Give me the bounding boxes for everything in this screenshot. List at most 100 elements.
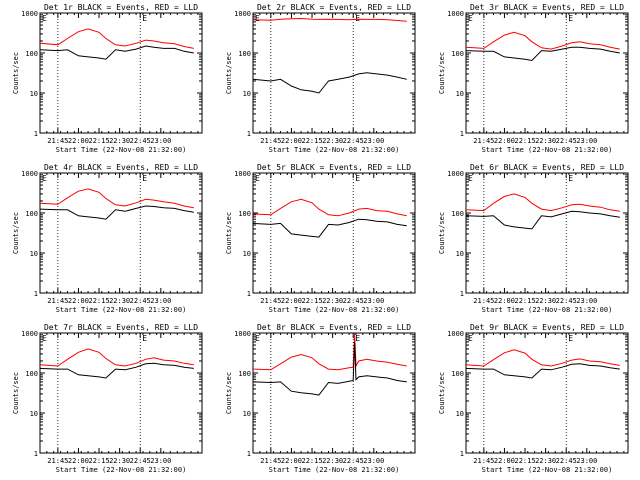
x-tick-label: 21:45 [47,297,68,305]
x-tick-label: 22:45 [556,457,577,465]
y-tick-label: 1000 [447,330,464,338]
marker-label-left: E [468,174,473,183]
marker-label-right: E [142,14,147,23]
y-axis-label: Counts/sec [12,372,20,414]
x-tick-label: 22:30 [322,297,343,305]
y-tick-label: 1000 [447,170,464,178]
series-line-black [39,362,194,379]
x-tick-label: 23:00 [576,137,597,145]
y-axis-label: Counts/sec [12,52,20,94]
x-axis-label: Start Time (22-Nov-08 21:32:00) [482,146,613,154]
y-tick-label: 1000 [234,170,251,178]
y-tick-label: 1000 [234,330,251,338]
y-tick-label: 1 [247,130,251,138]
y-tick-label: 100 [25,370,38,378]
y-tick-label: 100 [238,50,251,58]
panel-title: Det 8r BLACK = Events, RED = LLD [257,323,411,332]
x-tick-label: 21:45 [473,137,494,145]
x-tick-label: 23:00 [363,457,384,465]
series-line-red [465,31,620,50]
marker-label-right: E [142,334,147,343]
x-tick-label: 22:45 [343,297,364,305]
x-axis-label: Start Time (22-Nov-08 21:32:00) [269,146,400,154]
x-tick-label: 21:45 [473,457,494,465]
panel-title: Det 3r BLACK = Events, RED = LLD [470,3,624,12]
marker-label-right: E [568,334,573,343]
marker-label-left: E [255,174,260,183]
marker-label-left: E [42,174,47,183]
y-axis-label: Counts/sec [12,212,20,254]
x-tick-label: 22:30 [535,137,556,145]
x-tick-label: 22:45 [556,297,577,305]
marker-label-right: E [142,174,147,183]
series-line-black [252,341,407,396]
detector-panel-5: Det 5r BLACK = Events, RED = LLD 1 10 100 10… [225,163,416,314]
panel-title: Det 6r BLACK = Events, RED = LLD [470,163,624,172]
series-line-black [465,210,620,230]
series-line-black [252,218,407,238]
series-line-red [39,28,194,49]
x-tick-label: 22:00 [494,297,515,305]
x-tick-label: 21:45 [260,297,281,305]
x-tick-label: 22:45 [556,137,577,145]
marker-label-right: E [355,334,360,343]
x-tick-label: 22:15 [88,137,109,145]
plot-frame [252,12,416,134]
x-tick-label: 23:00 [150,457,171,465]
marker-label-left: E [468,334,473,343]
marker-label-left: E [255,14,260,23]
y-tick-label: 1000 [21,170,38,178]
x-tick-label: 22:45 [130,137,151,145]
y-axis-label: Counts/sec [225,212,233,254]
y-tick-label: 100 [238,370,251,378]
plot-frame [252,332,416,454]
y-tick-label: 1 [460,130,464,138]
y-axis-label: Counts/sec [225,372,233,414]
y-tick-label: 100 [25,50,38,58]
y-tick-label: 1 [34,130,38,138]
series-line-black [39,45,194,60]
x-tick-label: 22:00 [281,297,302,305]
x-tick-label: 22:30 [109,457,130,465]
x-tick-label: 23:00 [576,457,597,465]
x-tick-label: 22:00 [68,457,89,465]
y-tick-label: 1000 [21,10,38,18]
panel-title: Det 9r BLACK = Events, RED = LLD [470,323,624,332]
x-tick-label: 22:45 [343,137,364,145]
x-axis-label: Start Time (22-Nov-08 21:32:00) [269,466,400,474]
y-tick-label: 1000 [234,10,251,18]
marker-label-left: E [468,14,473,23]
plot-frame [252,172,416,294]
y-axis-label: Counts/sec [225,52,233,94]
y-tick-label: 10 [456,410,464,418]
y-tick-label: 1 [460,450,464,458]
y-axis-label: Counts/sec [438,212,446,254]
series-line-black [39,205,194,220]
y-tick-label: 10 [456,250,464,258]
x-tick-label: 21:45 [47,137,68,145]
x-tick-label: 22:00 [494,137,515,145]
y-tick-label: 100 [451,50,464,58]
x-tick-label: 22:45 [130,457,151,465]
x-tick-label: 22:15 [301,457,322,465]
detector-panel-7: Det 7r BLACK = Events, RED = LLD 1 10 100 10… [12,323,203,474]
panel-title: Det 2r BLACK = Events, RED = LLD [257,3,411,12]
y-tick-label: 10 [30,250,38,258]
plot-frame [465,332,629,454]
x-tick-label: 22:15 [514,457,535,465]
x-tick-label: 23:00 [363,137,384,145]
x-tick-label: 22:00 [281,137,302,145]
plot-frame [39,172,203,294]
series-line-red [252,17,407,22]
panel-title: Det 1r BLACK = Events, RED = LLD [44,3,198,12]
series-line-red [252,198,407,217]
y-tick-label: 100 [25,210,38,218]
x-tick-label: 21:45 [47,457,68,465]
x-tick-label: 22:30 [322,457,343,465]
x-tick-label: 22:00 [281,457,302,465]
x-tick-label: 22:15 [514,137,535,145]
y-tick-label: 1 [247,290,251,298]
series-line-red [465,193,620,212]
x-axis-label: Start Time (22-Nov-08 21:32:00) [56,466,187,474]
